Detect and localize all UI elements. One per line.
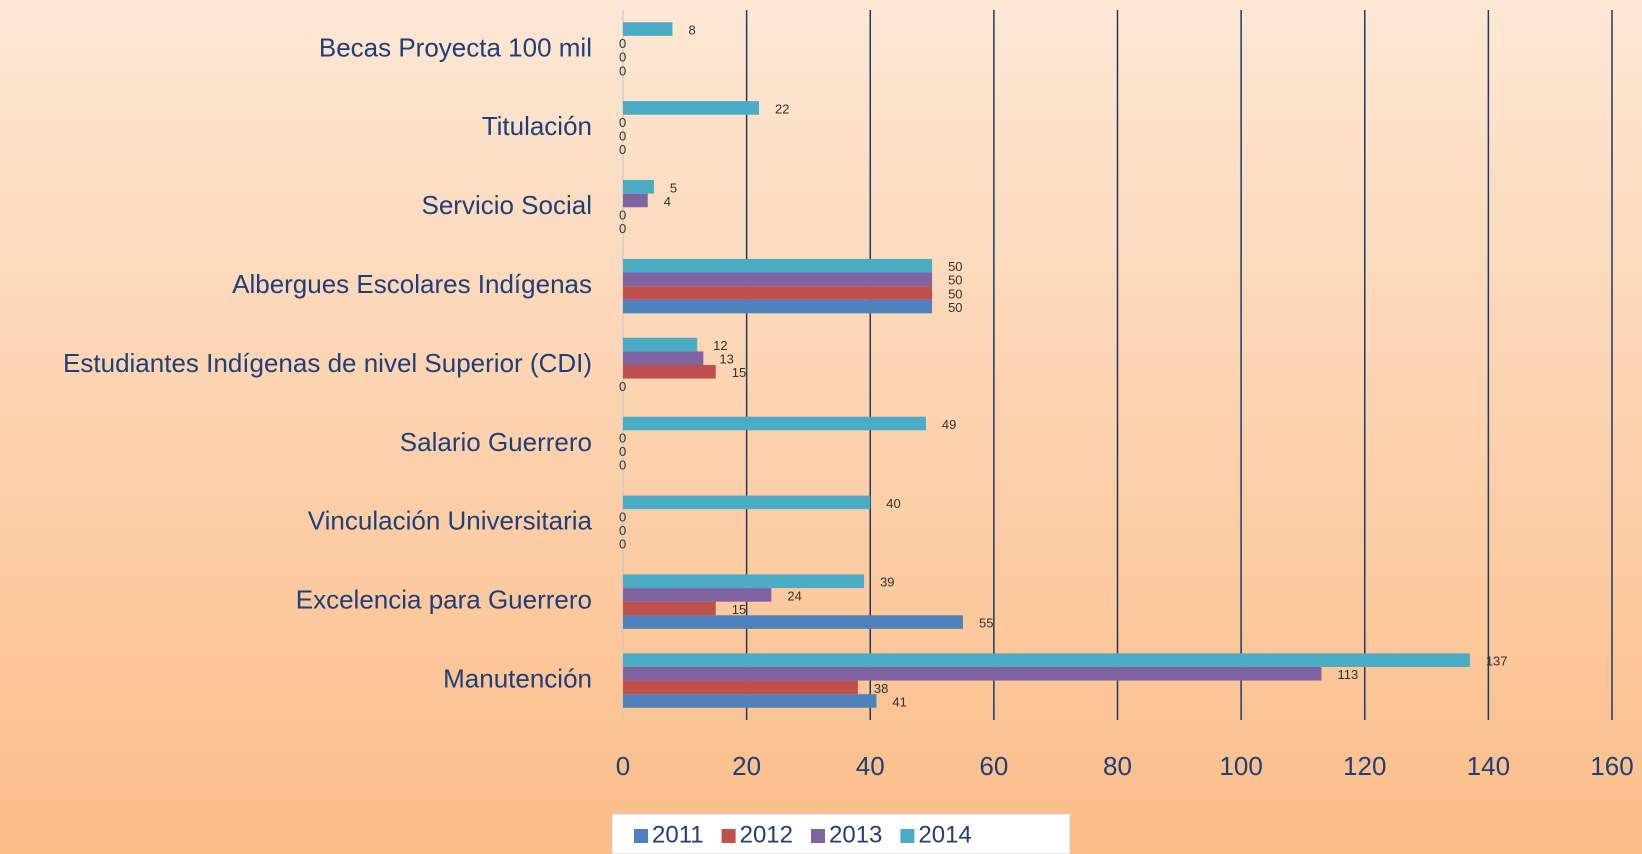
value-label: 0 [619, 458, 626, 473]
x-tick-label: 120 [1343, 751, 1386, 781]
legend-box [611, 813, 1071, 854]
x-tick-label: 100 [1219, 751, 1262, 781]
value-label: 0 [619, 509, 626, 524]
category-label: Estudiantes Indígenas de nivel Superior … [63, 348, 592, 378]
bar [623, 694, 877, 708]
category-label: Manutención [443, 663, 592, 693]
bar [623, 299, 933, 314]
bar [623, 351, 704, 365]
bar [623, 180, 654, 194]
value-label: 0 [619, 537, 626, 552]
bar [623, 286, 933, 300]
value-label: 0 [619, 379, 626, 394]
category-label: Vinculación Universitaria [308, 506, 593, 536]
category-label: Becas Proyecta 100 mil [319, 32, 592, 62]
category-label: Titulación [482, 111, 592, 141]
value-label: 0 [619, 431, 626, 446]
value-label: 22 [775, 101, 789, 116]
value-label: 0 [619, 115, 626, 130]
bar [623, 653, 1470, 667]
value-label: 15 [732, 602, 746, 617]
legend-label: 2011 [652, 821, 704, 848]
value-label: 0 [619, 63, 626, 78]
legend-swatch [634, 829, 648, 843]
bar [623, 416, 926, 431]
value-label: 15 [732, 365, 746, 380]
value-label: 39 [880, 575, 894, 590]
value-label: 24 [787, 588, 801, 603]
category-label: Albergues Escolares Indígenas [232, 269, 592, 299]
x-tick-label: 20 [732, 751, 761, 781]
x-tick-label: 60 [979, 751, 1008, 781]
value-label: 50 [948, 300, 962, 315]
legend-label: 2012 [740, 821, 793, 848]
value-label: 0 [619, 444, 626, 459]
value-label: 0 [619, 129, 626, 144]
bar [623, 574, 865, 589]
legend-label: 2014 [918, 821, 971, 848]
value-label: 5 [670, 180, 677, 195]
bar [623, 601, 716, 616]
bar [623, 22, 673, 36]
bar [623, 365, 716, 379]
bar [623, 258, 933, 273]
legend-swatch [721, 829, 736, 843]
legend-label: 2013 [829, 821, 882, 848]
value-label: 0 [619, 50, 626, 65]
category-label: Servicio Social [421, 190, 592, 220]
x-tick-label: 0 [616, 751, 630, 781]
value-label: 0 [619, 207, 626, 222]
x-tick-label: 140 [1467, 751, 1510, 781]
bar [623, 666, 1322, 681]
value-label: 113 [1337, 667, 1358, 682]
value-label: 41 [892, 694, 906, 709]
bar [623, 588, 772, 602]
value-label: 4 [664, 194, 671, 209]
value-label: 40 [886, 496, 900, 511]
x-tick-label: 40 [856, 751, 885, 781]
bar [623, 680, 858, 695]
x-tick-label: 160 [1590, 751, 1633, 781]
category-label: Excelencia para Guerrero [296, 585, 592, 615]
legend-swatch [900, 829, 915, 843]
x-tick-label: 80 [1103, 751, 1132, 781]
value-label: 13 [719, 352, 733, 367]
value-label: 12 [713, 338, 727, 353]
bar [623, 337, 698, 352]
value-label: 0 [619, 221, 626, 236]
bar [623, 615, 963, 629]
bar [623, 101, 759, 115]
value-label: 137 [1486, 654, 1508, 669]
value-label: 0 [619, 142, 626, 157]
category-label: Salario Guerrero [400, 427, 592, 457]
bar [623, 495, 871, 510]
value-label: 0 [619, 523, 626, 538]
legend-swatch [811, 829, 825, 843]
value-label: 50 [948, 286, 962, 301]
value-label: 8 [688, 22, 695, 37]
bar [623, 193, 648, 208]
value-label: 50 [948, 273, 962, 288]
value-label: 0 [619, 36, 626, 51]
value-label: 55 [979, 616, 993, 631]
value-label: 50 [948, 259, 962, 274]
bar [623, 272, 933, 287]
value-label: 38 [874, 681, 888, 696]
value-label: 49 [942, 417, 956, 432]
